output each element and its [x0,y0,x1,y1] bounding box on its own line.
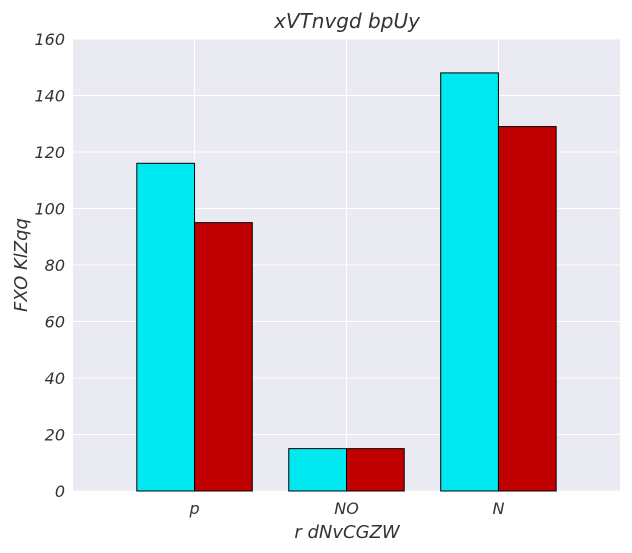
chart-title: xVTnvgd bpUy [273,9,421,33]
y-tick-label: 80 [45,256,65,275]
x-tick-label: p [188,499,199,518]
x-tick-label: NO [334,499,359,518]
y-tick-labels: 0 20 40 60 80 100 120 140 160 [34,30,65,501]
bar [194,222,253,492]
y-tick-label: 40 [45,369,65,388]
x-axis-label: r dNvCGZW [294,522,401,543]
y-tick-label: 0 [55,482,65,501]
bar [497,126,557,492]
y-tick-label: 160 [34,30,65,49]
bar [288,448,347,492]
y-tick-label: 20 [45,426,65,445]
y-axis-label: FXO KlZqq [11,218,32,312]
bar [440,72,499,492]
bar [346,448,405,492]
bars [136,72,557,492]
y-tick-label: 140 [34,87,65,106]
bar [136,162,196,492]
y-tick-label: 100 [34,200,65,219]
x-tick-label: N [492,499,504,518]
x-tick-labels: p NO N [188,499,504,518]
y-tick-label: 120 [34,143,65,162]
y-tick-label: 60 [45,313,65,332]
